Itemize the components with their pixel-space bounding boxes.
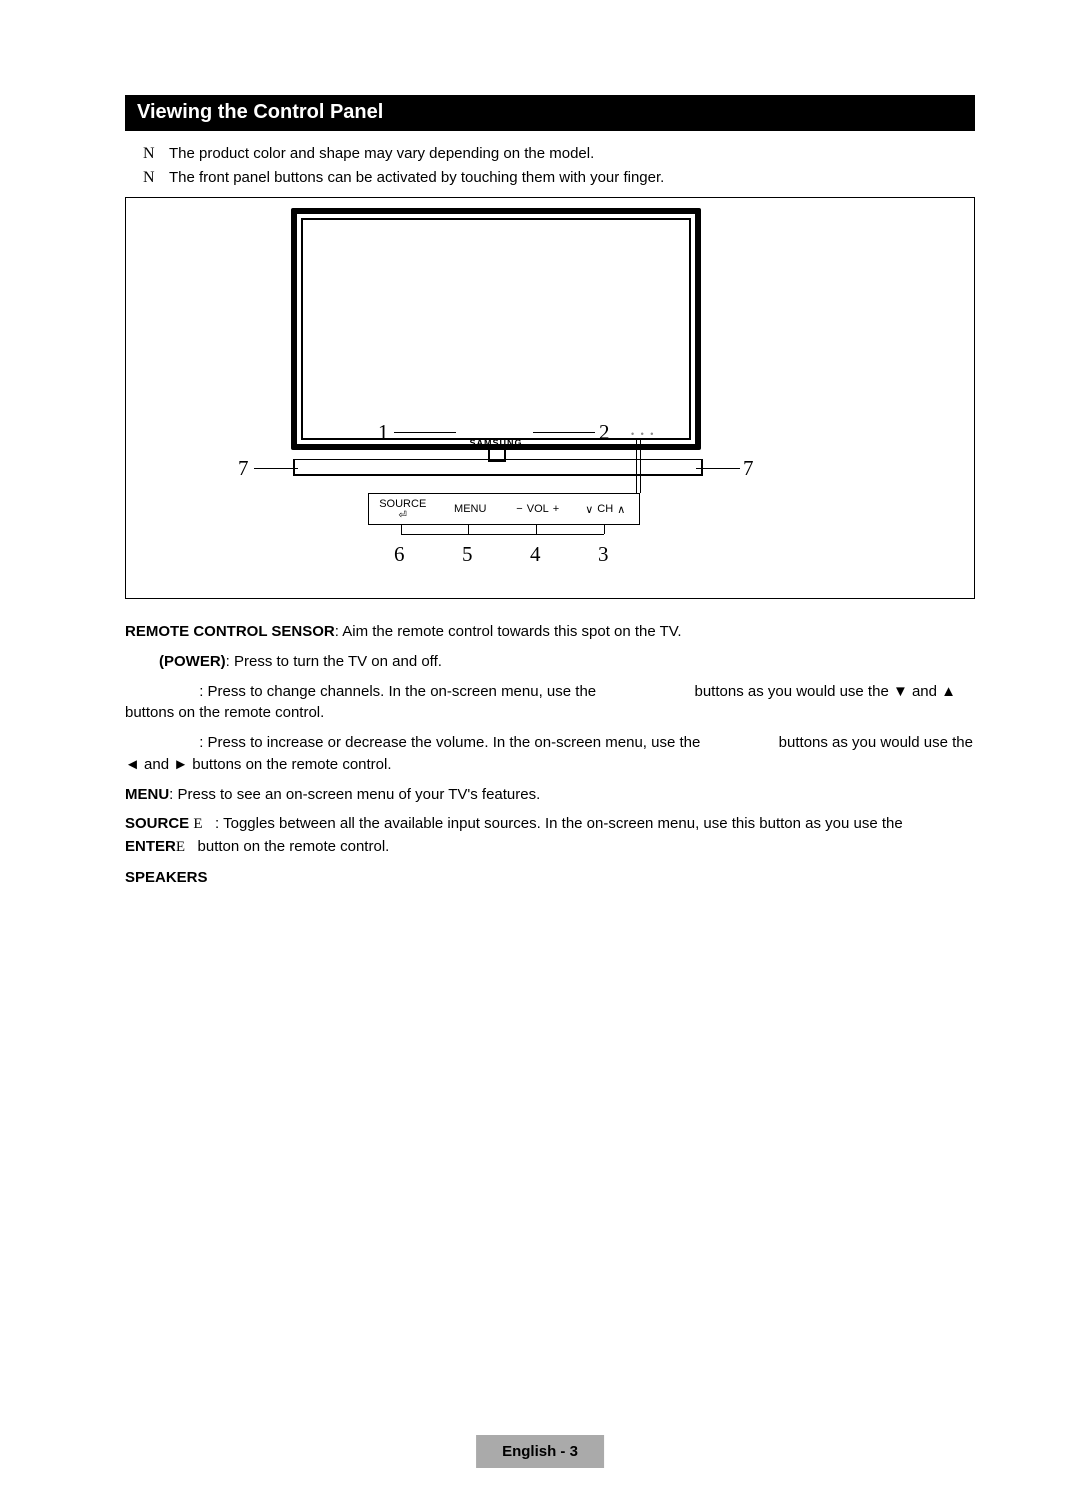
callout-1: 1 bbox=[378, 420, 389, 445]
callout-4: 4 bbox=[530, 542, 541, 567]
bottom-rail bbox=[401, 534, 604, 535]
remote-sensor-label: REMOTE CONTROL SENSOR bbox=[125, 623, 335, 640]
tick-4 bbox=[536, 524, 537, 534]
callout-6: 6 bbox=[394, 542, 405, 567]
note-text: The front panel buttons can be activated… bbox=[169, 169, 664, 186]
indicator-vleader bbox=[636, 438, 637, 493]
menu-label: MENU bbox=[454, 503, 486, 515]
descriptions: REMOTE CONTROL SENSOR: Aim the remote co… bbox=[125, 621, 975, 889]
source-text-1: : Toggles between all the available inpu… bbox=[215, 815, 903, 832]
remote-sensor-text: : Aim the remote control towards this sp… bbox=[335, 623, 682, 640]
callout-5: 5 bbox=[462, 542, 473, 567]
enter-glyph: E bbox=[176, 839, 185, 855]
note-marker-icon: N bbox=[143, 169, 169, 187]
desc-source: SOURCE E : Toggles between all the avail… bbox=[125, 813, 975, 859]
tv-bezel: SAMSUNG bbox=[291, 208, 701, 450]
menu-label-desc: MENU bbox=[125, 786, 169, 803]
vol-minus-icon: − bbox=[516, 503, 522, 515]
source-label-desc: SOURCE bbox=[125, 815, 189, 832]
speakers-label: SPEAKERS bbox=[125, 869, 208, 886]
enter-label: ENTER bbox=[125, 838, 176, 855]
ch-label: CH bbox=[597, 503, 613, 515]
volume-buttons[interactable]: − VOL + bbox=[504, 494, 572, 524]
note-marker-icon: N bbox=[143, 145, 169, 163]
tv-screen bbox=[301, 218, 691, 440]
desc-speakers: SPEAKERS bbox=[125, 867, 975, 889]
note-row: N The product color and shape may vary d… bbox=[143, 145, 975, 163]
notes-block: N The product color and shape may vary d… bbox=[143, 145, 975, 187]
callout-3: 3 bbox=[598, 542, 609, 567]
desc-power: (POWER): Press to turn the TV on and off… bbox=[159, 651, 975, 673]
callout-2: 2 bbox=[599, 420, 610, 445]
note-text: The product color and shape may vary dep… bbox=[169, 145, 594, 162]
page-footer: English - 3 bbox=[476, 1435, 604, 1468]
power-text: : Press to turn the TV on and off. bbox=[226, 653, 442, 670]
section-heading: Viewing the Control Panel bbox=[125, 95, 975, 130]
control-button-strip: SOURCE ⏎ MENU − VOL + ∨ CH ∧ bbox=[368, 493, 640, 525]
indicator-dots: • • • bbox=[631, 429, 655, 439]
callout-7-left: 7 bbox=[238, 456, 249, 481]
callout-2-leader bbox=[533, 432, 595, 433]
source-label: SOURCE bbox=[379, 498, 426, 510]
channel-buttons[interactable]: ∨ CH ∧ bbox=[572, 494, 640, 524]
tick-5 bbox=[468, 524, 469, 534]
tv-stand-base bbox=[293, 459, 703, 476]
ch-text-1: : Press to change channels. In the on-sc… bbox=[199, 683, 596, 700]
callout-7-right: 7 bbox=[743, 456, 754, 481]
callout-1-leader bbox=[394, 432, 456, 433]
desc-menu: MENU: Press to see an on-screen menu of … bbox=[125, 784, 975, 806]
indicator-vleader2 bbox=[640, 438, 641, 493]
vol-text-1: : Press to increase or decrease the volu… bbox=[199, 734, 700, 751]
callout-7-left-leader bbox=[254, 468, 298, 469]
menu-text: : Press to see an on-screen menu of your… bbox=[169, 786, 540, 803]
desc-vol: XXXXXXX : Press to increase or decrease … bbox=[125, 732, 975, 776]
vol-label: VOL bbox=[527, 503, 549, 515]
heading-rule bbox=[125, 130, 975, 131]
source-text-2: button on the remote control. bbox=[198, 838, 390, 855]
callout-7-right-leader bbox=[696, 468, 740, 469]
note-row: N The front panel buttons can be activat… bbox=[143, 169, 975, 187]
ch-up-icon: ∧ bbox=[617, 503, 625, 516]
tick-6 bbox=[401, 524, 402, 534]
menu-button[interactable]: MENU bbox=[437, 494, 505, 524]
source-enter-glyph: E bbox=[193, 816, 202, 832]
ch-down-icon: ∨ bbox=[585, 503, 593, 516]
vol-plus-icon: + bbox=[553, 503, 559, 515]
desc-remote: REMOTE CONTROL SENSOR: Aim the remote co… bbox=[125, 621, 975, 643]
source-button[interactable]: SOURCE ⏎ bbox=[369, 494, 437, 524]
power-label: (POWER) bbox=[159, 653, 226, 670]
enter-icon: ⏎ bbox=[399, 510, 407, 521]
tick-3 bbox=[604, 524, 605, 534]
control-panel-figure: SAMSUNG 1 2 • • • 7 7 SOURCE ⏎ MENU bbox=[125, 197, 975, 599]
desc-ch: XXXXXXX : Press to change channels. In t… bbox=[125, 681, 975, 725]
